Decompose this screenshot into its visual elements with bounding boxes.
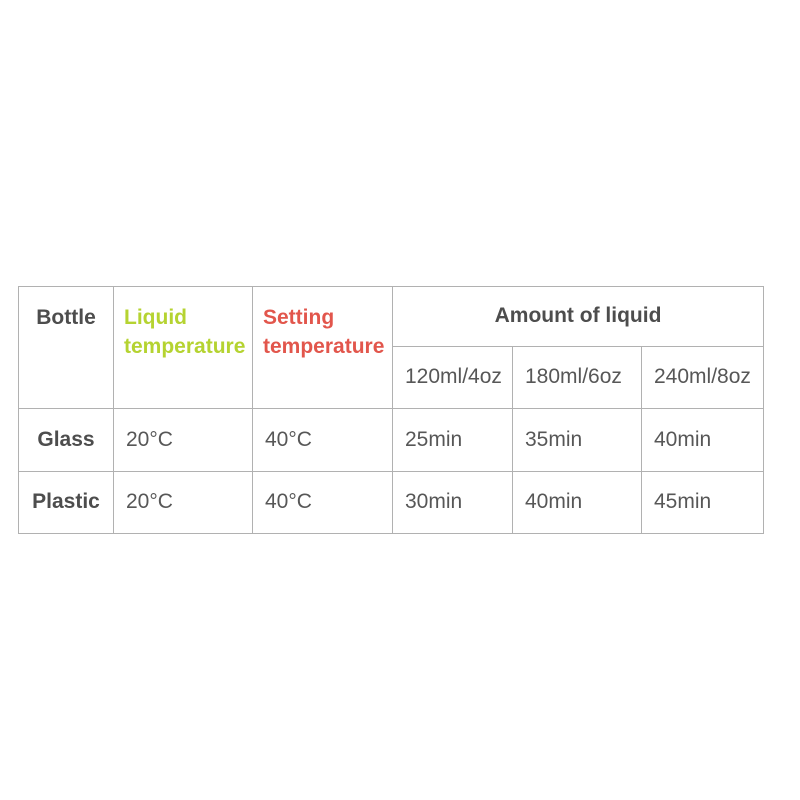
plastic-time-120ml-value: 30min (392, 471, 513, 534)
table-row-plastic: Plastic 20°C 40°C 30min 40min 45min (18, 471, 765, 534)
table-subheader-row: 120ml/4oz 180ml/6oz 240ml/8oz (19, 346, 765, 409)
glass-setting-temperature-value: 40°C (252, 408, 393, 472)
glass-liquid-temperature-value: 20°C (113, 408, 253, 472)
table-header-row: Bottle Liquid temperature Setting temper… (18, 286, 765, 409)
row-label-plastic: Plastic (18, 471, 114, 534)
glass-time-120ml-value: 25min (392, 408, 513, 472)
table-row-glass: Glass 20°C 40°C 25min 35min 40min (18, 408, 765, 472)
header-cell-bottle: Bottle (18, 286, 114, 409)
plastic-liquid-temperature-value: 20°C (113, 471, 253, 534)
subheader-cell-120ml-4oz: 120ml/4oz (392, 346, 513, 409)
plastic-setting-temperature-value: 40°C (252, 471, 393, 534)
row-label-glass: Glass (18, 408, 114, 472)
plastic-time-240ml-value: 45min (640, 471, 765, 534)
subheader-cell-240ml-8oz: 240ml/8oz (640, 346, 765, 409)
header-cell-amount-of-liquid: Amount of liquid (391, 286, 765, 347)
header-cell-liquid-temperature: Liquid temperature (113, 286, 253, 409)
header-cell-setting-temperature: Setting temperature (252, 286, 393, 409)
bottle-warming-table: Bottle Liquid temperature Setting temper… (18, 286, 765, 534)
glass-time-180ml-value: 35min (512, 408, 642, 472)
plastic-time-180ml-value: 40min (512, 471, 642, 534)
subheader-cell-180ml-6oz: 180ml/6oz (512, 346, 642, 409)
glass-time-240ml-value: 40min (640, 408, 765, 472)
